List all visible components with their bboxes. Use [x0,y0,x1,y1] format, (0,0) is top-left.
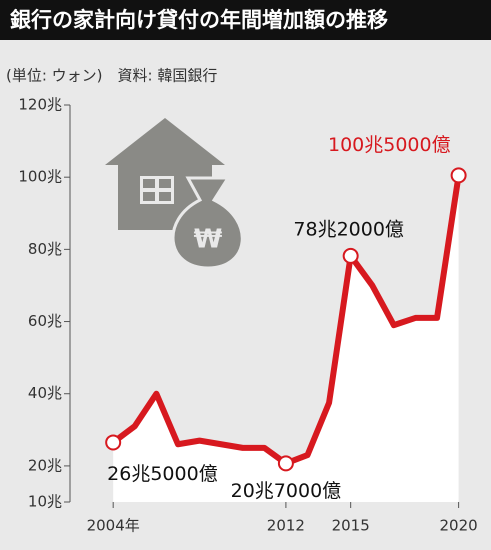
title-banner [0,0,491,40]
x-tick-label: 2012 [267,517,305,535]
point [450,167,467,184]
x-tick-label: 2020 [440,517,478,535]
chart-title: 銀行の家計向け貸付の年間増加額の推移 [10,8,388,32]
y-tick-label: 60兆 [28,312,62,330]
y-tick-label: 40兆 [28,384,62,402]
y-tick-label: 80兆 [28,240,62,258]
y-tick-label: 20兆 [28,456,62,474]
point [277,455,294,472]
svg-text:₩: ₩ [194,225,223,255]
chart-subtitle: (単位: ウォン) 資料: 韓国銀行 [6,67,217,85]
house-icon: ₩ [105,118,244,270]
point [105,434,122,451]
x-tick-label: 2015 [332,517,370,535]
area [113,175,459,503]
y-tick-label: 120兆 [18,96,62,114]
value-label: 26兆5000億 [107,463,218,485]
y-tick-label: 100兆 [18,168,62,186]
value-label: 78兆2000億 [293,218,404,240]
y-tick-label: 10兆 [28,493,62,511]
value-label: 100兆5000億 [328,134,451,156]
value-label: 20兆7000億 [231,480,342,502]
plot: 26兆5000億 20兆7000億 78兆2000億 100兆5000億 10兆 20兆 4… [18,96,477,535]
point [342,247,359,264]
x-tick-label: 2004年 [87,517,140,535]
